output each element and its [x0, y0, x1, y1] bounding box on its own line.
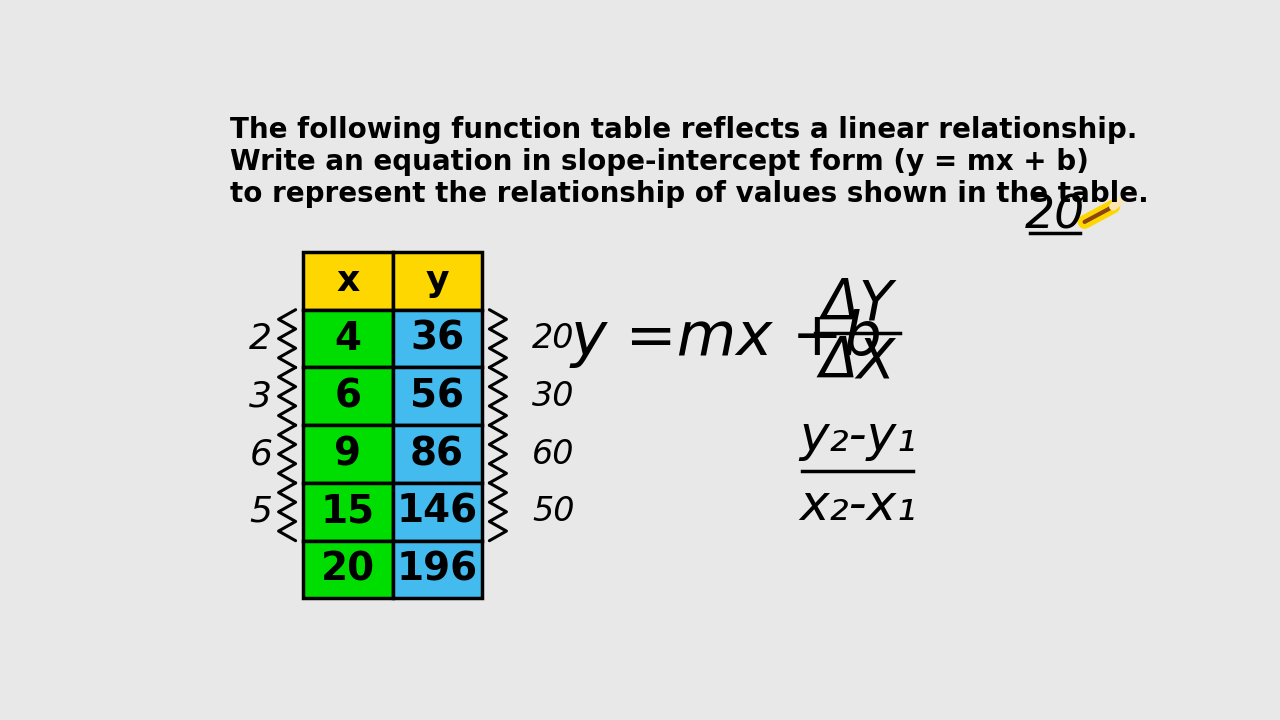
FancyBboxPatch shape [303, 541, 393, 598]
FancyBboxPatch shape [393, 426, 481, 483]
Text: 196: 196 [397, 551, 477, 588]
Text: 4: 4 [334, 320, 361, 358]
Text: y: y [425, 264, 449, 298]
Text: ΔY: ΔY [822, 277, 893, 330]
Text: 60: 60 [532, 438, 575, 471]
Text: 50: 50 [532, 495, 575, 528]
FancyBboxPatch shape [393, 310, 481, 367]
FancyBboxPatch shape [303, 483, 393, 541]
Text: x: x [337, 264, 360, 298]
Text: 36: 36 [410, 320, 465, 358]
Text: 3: 3 [250, 379, 273, 413]
Text: 5: 5 [250, 495, 273, 528]
Text: to represent the relationship of values shown in the table.: to represent the relationship of values … [229, 180, 1148, 208]
FancyBboxPatch shape [303, 426, 393, 483]
Text: y₂-y₁: y₂-y₁ [799, 413, 916, 461]
Text: 15: 15 [321, 492, 375, 531]
Text: 6: 6 [250, 437, 273, 471]
Text: 2: 2 [250, 322, 273, 356]
Text: 6: 6 [334, 377, 361, 415]
Text: The following function table reflects a linear relationship.: The following function table reflects a … [229, 116, 1137, 144]
FancyBboxPatch shape [393, 541, 481, 598]
FancyBboxPatch shape [303, 310, 393, 367]
Text: 56: 56 [410, 377, 465, 415]
Text: y =mx +b: y =mx +b [571, 309, 882, 368]
Text: Write an equation in slope-intercept form (y = mx + b): Write an equation in slope-intercept for… [229, 148, 1088, 176]
FancyBboxPatch shape [393, 252, 481, 310]
Text: 20: 20 [1025, 193, 1085, 238]
Text: 20: 20 [532, 322, 575, 355]
Text: 20: 20 [321, 551, 375, 588]
FancyBboxPatch shape [303, 252, 393, 310]
Text: 86: 86 [410, 435, 465, 473]
Text: ΔX: ΔX [819, 336, 896, 388]
Text: 9: 9 [334, 435, 361, 473]
Text: x₂-x₁: x₂-x₁ [799, 482, 916, 530]
Text: 30: 30 [532, 380, 575, 413]
FancyBboxPatch shape [393, 483, 481, 541]
FancyBboxPatch shape [303, 367, 393, 426]
FancyBboxPatch shape [393, 367, 481, 426]
Text: 146: 146 [397, 492, 477, 531]
